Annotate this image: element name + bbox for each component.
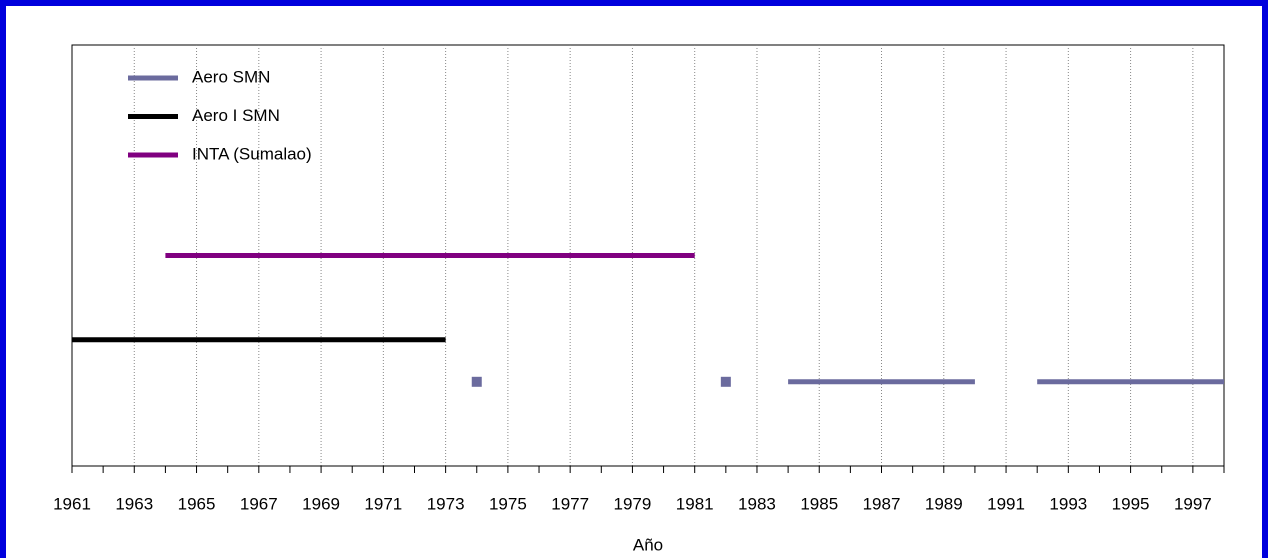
- x-tick-label: 1979: [614, 494, 652, 513]
- x-tick-label: 1991: [987, 494, 1025, 513]
- x-tick-label: 1989: [925, 494, 963, 513]
- x-tick-label: 1963: [115, 494, 153, 513]
- x-tick-label: 1967: [240, 494, 278, 513]
- x-tick-label: 1985: [800, 494, 838, 513]
- x-tick-label: 1961: [53, 494, 91, 513]
- x-tick-label: 1977: [551, 494, 589, 513]
- x-tick-label: 1969: [302, 494, 340, 513]
- x-tick-label: 1973: [427, 494, 465, 513]
- x-tick-label: 1965: [178, 494, 216, 513]
- x-axis-label: Año: [633, 535, 663, 554]
- x-tick-label: 1993: [1049, 494, 1087, 513]
- x-tick-label: 1997: [1174, 494, 1212, 513]
- x-tick-label: 1971: [364, 494, 402, 513]
- legend-label: Aero I SMN: [192, 106, 280, 125]
- point: [471, 376, 482, 387]
- x-tick-label: 1975: [489, 494, 527, 513]
- legend-label: INTA (Sumalao): [192, 144, 312, 163]
- x-tick-label: 1981: [676, 494, 714, 513]
- x-tick-label: 1995: [1112, 494, 1150, 513]
- point: [720, 376, 731, 387]
- legend-label: Aero SMN: [192, 67, 270, 86]
- x-tick-label: 1987: [863, 494, 901, 513]
- x-tick-label: 1983: [738, 494, 776, 513]
